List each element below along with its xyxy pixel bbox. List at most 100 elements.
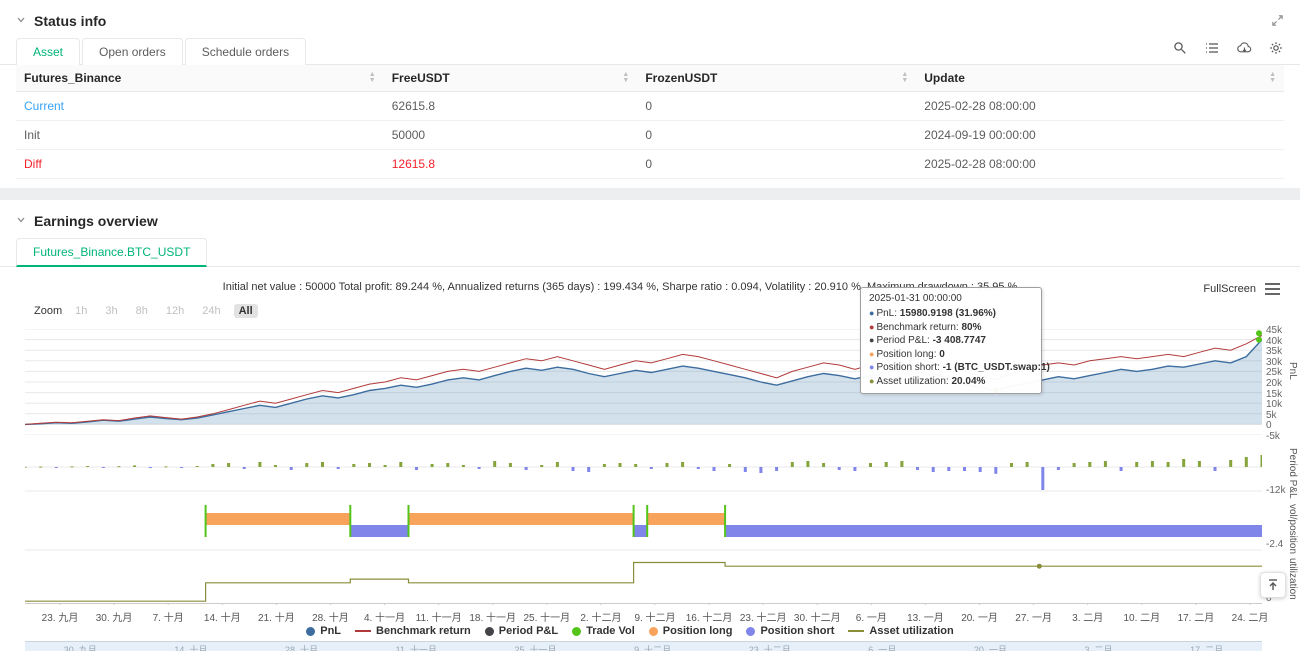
legend-item-position-long[interactable]: Position long: [649, 625, 733, 637]
legend-item-trade-vol[interactable]: Trade Vol: [572, 625, 635, 637]
zoom-button-3h[interactable]: 3h: [100, 304, 122, 318]
cell-free-usdt: 62615.8: [384, 92, 638, 121]
sort-carets-icon[interactable]: ▲▼: [622, 72, 629, 84]
cloud-sync-icon[interactable]: [1236, 40, 1252, 56]
column-header-update[interactable]: Update▲▼: [916, 65, 1284, 92]
legend-marker-icon: [848, 630, 864, 632]
legend-item-position-short[interactable]: Position short: [746, 625, 834, 637]
pnl-chart[interactable]: [25, 329, 1262, 435]
status-tabs-row: AssetOpen ordersSchedule orders: [0, 38, 1300, 65]
legend-label: Position short: [760, 625, 834, 637]
utilization-chart[interactable]: [25, 557, 1262, 605]
tooltip-date: 2025-01-31 00:00:00: [869, 293, 1033, 304]
tooltip-line-period-p&l: ●Period P&L: -3 408.7747: [869, 334, 1033, 348]
x-axis-label: 4. 十一月: [364, 609, 405, 624]
legend-marker-icon: [649, 627, 658, 636]
x-axis-label: 27. 一月: [1015, 609, 1052, 624]
x-axis-label: 3. 二月: [1072, 609, 1103, 624]
legend-item-benchmark-return[interactable]: Benchmark return: [355, 625, 471, 637]
sort-carets-icon[interactable]: ▲▼: [369, 72, 376, 84]
sort-carets-icon[interactable]: ▲▼: [901, 72, 908, 84]
collapse-chevron-icon[interactable]: [16, 12, 26, 30]
zoom-label: Zoom: [34, 305, 62, 317]
period-pnl-chart[interactable]: [25, 447, 1262, 493]
cell-frozen-usdt: 0: [637, 150, 916, 179]
zoom-button-12h[interactable]: 12h: [161, 304, 189, 318]
x-axis-label: 2. 十二月: [580, 609, 621, 624]
fullscreen-button[interactable]: FullScreen: [1203, 283, 1256, 295]
x-axis-label: 18. 十一月: [469, 609, 516, 624]
x-axis-labels: 23. 九月30. 九月7. 十月14. 十月21. 十月28. 十月4. 十一…: [25, 609, 1262, 623]
position-chart[interactable]: [25, 503, 1262, 551]
earnings-overview-section: Earnings overview Futures_Binance.BTC_US…: [0, 200, 1300, 656]
chart-legend: PnL Benchmark return Period P&L Trade Vol Po…: [0, 625, 1260, 637]
scroll-top-button[interactable]: [1260, 572, 1286, 598]
x-axis-label: 21. 十月: [258, 609, 295, 624]
navigator-label: 17. 二月: [1190, 643, 1223, 651]
navigator-label: 6. 一月: [868, 643, 896, 651]
chart-stats-line: Initial net value : 50000 Total profit: …: [0, 281, 1240, 293]
zoom-button-24h[interactable]: 24h: [197, 304, 225, 318]
asset-table: Futures_Binance▲▼FreeUSDT▲▼FrozenUSDT▲▼U…: [16, 65, 1284, 179]
cell-update-time: 2025-02-28 08:00:00: [916, 92, 1284, 121]
x-axis-label: 24. 二月: [1232, 609, 1269, 624]
chart-menu-icon[interactable]: [1265, 282, 1280, 300]
tooltip-line-asset-utilization: ●Asset utilization: 20.04%: [869, 375, 1033, 389]
status-tab-asset[interactable]: Asset: [16, 38, 80, 65]
x-axis-label: 23. 九月: [42, 609, 79, 624]
legend-marker-icon: [746, 627, 755, 636]
list-icon[interactable]: [1204, 40, 1220, 56]
zoom-controls: Zoom 1h 3h 8h 12h 24h All: [34, 305, 258, 317]
pnl-tick-15k: 15k: [1266, 389, 1282, 400]
position-tick: -2.4: [1266, 539, 1283, 550]
chart-navigator[interactable]: 30. 九月14. 十月28. 十月11. 十一月25. 十一月9. 十二月23…: [25, 641, 1262, 651]
legend-item-asset-utilization[interactable]: Asset utilization: [848, 625, 953, 637]
legend-item-pnl[interactable]: PnL: [306, 625, 341, 637]
search-icon[interactable]: [1172, 40, 1188, 56]
pnl-tick-45k: 45k: [1266, 325, 1282, 336]
navigator-label: 30. 九月: [64, 643, 97, 651]
tooltip-bullet-icon: ●: [869, 335, 874, 345]
zoom-button-all[interactable]: All: [234, 304, 258, 318]
earnings-chart: Initial net value : 50000 Total profit: …: [0, 267, 1300, 651]
fullscreen-expand-icon[interactable]: [1271, 14, 1284, 32]
tooltip-bullet-icon: ●: [869, 349, 874, 359]
pnl-tick-5k: 5k: [1266, 410, 1277, 421]
legend-label: Period P&L: [499, 625, 558, 637]
y-axis-title-pnl: PnL: [1287, 362, 1298, 380]
status-info-section: Status info AssetOpen ordersSchedule ord…: [0, 0, 1300, 188]
sort-carets-icon[interactable]: ▲▼: [1269, 72, 1276, 84]
x-axis-label: 10. 二月: [1123, 609, 1160, 624]
legend-item-period-p&l[interactable]: Period P&L: [485, 625, 558, 637]
tooltip-line-position-long: ●Position long: 0: [869, 348, 1033, 362]
table-row-current: Current62615.802025-02-28 08:00:00: [16, 92, 1284, 121]
x-axis-label: 6. 一月: [856, 609, 887, 624]
pnl-tick-25k: 25k: [1266, 367, 1282, 378]
column-header-frozenusdt[interactable]: FrozenUSDT▲▼: [637, 65, 916, 92]
column-header-freeusdt[interactable]: FreeUSDT▲▼: [384, 65, 638, 92]
cell-name: Init: [16, 121, 384, 150]
y-axis-title-vol-position: vol/position: [1287, 504, 1298, 554]
column-header-futures_binance[interactable]: Futures_Binance▲▼: [16, 65, 384, 92]
zoom-button-8h[interactable]: 8h: [131, 304, 153, 318]
tab-futures-binance-btc-usdt[interactable]: Futures_Binance.BTC_USDT: [16, 238, 207, 267]
status-tab-schedule-orders[interactable]: Schedule orders: [185, 38, 306, 65]
navigator-label: 20. 一月: [974, 643, 1007, 651]
pnl-tick-20k: 20k: [1266, 378, 1282, 389]
status-toolbar: [1172, 40, 1284, 64]
navigator-label: 28. 十月: [285, 643, 318, 651]
navigator-label: 25. 十一月: [515, 643, 557, 651]
zoom-button-1h[interactable]: 1h: [70, 304, 92, 318]
pnl-tick-35k: 35k: [1266, 346, 1282, 357]
legend-label: PnL: [320, 625, 341, 637]
legend-label: Position long: [663, 625, 733, 637]
pnl-tick-0: 0: [1266, 420, 1272, 431]
status-tab-open-orders[interactable]: Open orders: [82, 38, 183, 65]
tooltip-bullet-icon: ●: [869, 376, 874, 386]
collapse-chevron-icon[interactable]: [16, 212, 26, 230]
settings-gear-icon[interactable]: [1268, 40, 1284, 56]
cell-name[interactable]: Current: [16, 92, 384, 121]
y-axis-title-period-pnl: Period P&L: [1287, 448, 1298, 499]
x-axis-label: 20. 一月: [961, 609, 998, 624]
y-axis-title-utilization: utilization: [1287, 558, 1298, 600]
